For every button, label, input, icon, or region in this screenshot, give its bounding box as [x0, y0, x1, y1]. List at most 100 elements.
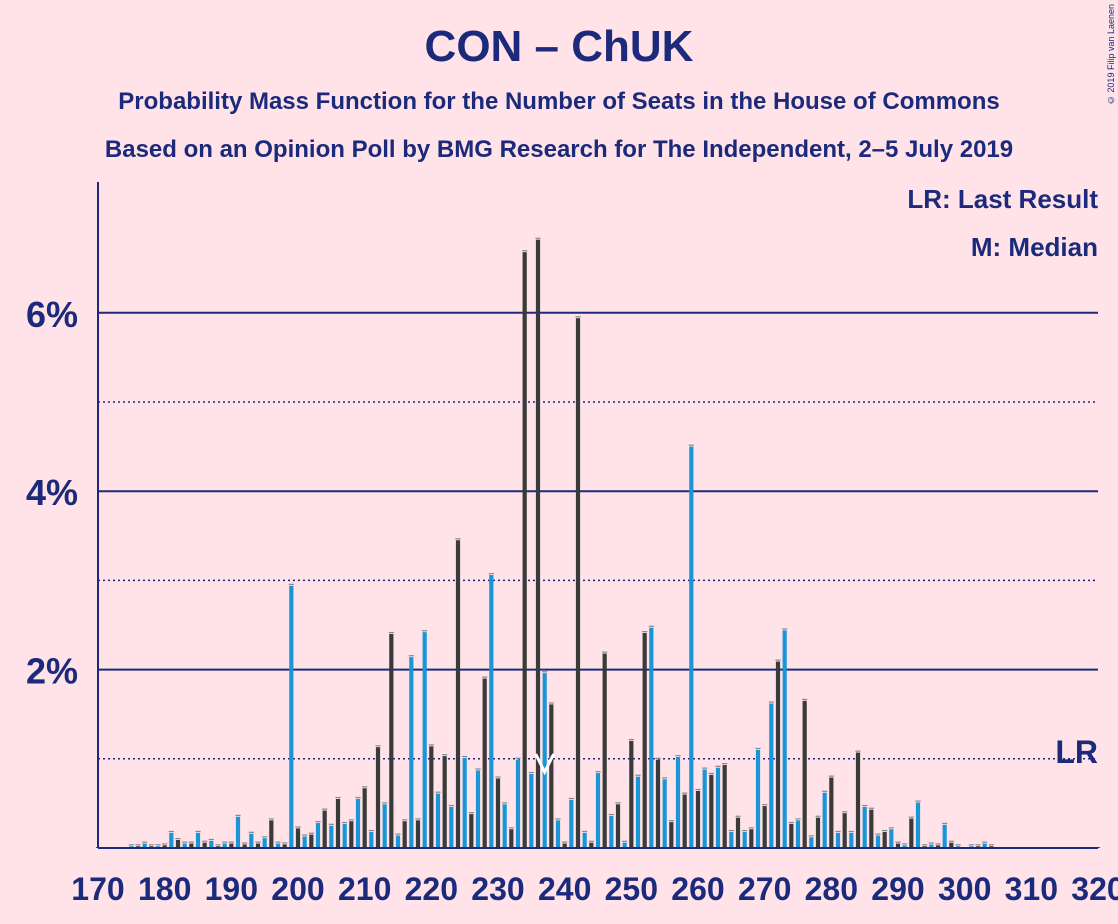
legend-last-result: LR: Last Result	[907, 184, 1098, 214]
last-result-label: LR	[1055, 734, 1098, 770]
bar	[162, 845, 167, 848]
bar-top	[202, 840, 208, 842]
bar	[895, 843, 901, 848]
bar	[849, 832, 854, 848]
bar-top	[455, 538, 461, 540]
bar-top	[715, 765, 721, 767]
bar-top	[568, 797, 574, 800]
bar-top	[282, 842, 288, 844]
bar	[809, 837, 814, 848]
bar	[729, 831, 734, 848]
bar-top	[848, 830, 854, 833]
bar	[789, 823, 794, 848]
bar	[942, 824, 947, 848]
bar	[649, 627, 654, 848]
bar-top	[522, 250, 528, 252]
bar-top	[755, 747, 761, 750]
bar-top	[288, 583, 294, 585]
bar	[362, 788, 367, 848]
bar	[295, 828, 301, 848]
bar	[642, 633, 647, 848]
bar-top	[655, 757, 661, 759]
bar	[309, 834, 314, 848]
bar	[289, 585, 294, 848]
bar-top	[742, 829, 748, 832]
bar-top	[395, 833, 401, 835]
bar	[835, 832, 841, 848]
median-marker	[534, 753, 556, 776]
bar-top	[635, 774, 641, 776]
x-tick-label: 240	[538, 871, 591, 907]
bar	[169, 832, 174, 848]
x-tick-label: 210	[338, 871, 391, 907]
bar-top	[982, 841, 988, 843]
bar-top	[615, 802, 621, 804]
chart-subtitle: Probability Mass Function for the Number…	[118, 88, 1000, 115]
bar	[769, 703, 774, 848]
x-tick-label: 290	[871, 871, 924, 907]
bar-top	[255, 841, 261, 843]
bar	[389, 633, 394, 848]
bar	[202, 842, 207, 848]
bar	[889, 829, 894, 848]
bar-top	[502, 802, 508, 804]
bar	[629, 740, 634, 848]
bar	[742, 831, 747, 848]
bar	[915, 802, 921, 848]
bar	[782, 630, 787, 848]
bar	[349, 821, 354, 848]
bar-top	[582, 830, 588, 833]
bar-top	[342, 821, 348, 824]
bar	[875, 835, 881, 848]
bar	[422, 632, 427, 848]
bar	[322, 810, 327, 848]
bar-top	[882, 829, 888, 832]
bar	[562, 843, 567, 848]
bar-top	[922, 844, 928, 846]
bar	[142, 843, 147, 848]
bar	[462, 757, 467, 848]
bar	[369, 831, 374, 848]
bar-top	[902, 843, 908, 845]
bar	[522, 252, 527, 849]
bar	[449, 806, 454, 848]
y-tick-label: 6%	[26, 294, 78, 335]
bar	[982, 843, 987, 848]
bar-top	[275, 841, 281, 843]
bar	[435, 793, 441, 848]
bar-top	[135, 844, 141, 846]
bar-top	[408, 655, 414, 657]
bar-top	[515, 757, 521, 759]
bar-top	[382, 802, 388, 804]
bar-top	[168, 830, 174, 833]
bar-top	[608, 813, 614, 816]
x-tick-label: 200	[271, 871, 324, 907]
bar-top	[362, 786, 368, 788]
bar-top	[215, 844, 221, 846]
bar	[662, 779, 667, 848]
bar-top	[702, 767, 708, 769]
bar-top	[208, 838, 214, 841]
bars	[95, 237, 1101, 849]
bar	[175, 839, 181, 848]
bar-top	[948, 840, 954, 842]
legend-median: M: Median	[970, 232, 1098, 262]
bar-top	[695, 788, 701, 791]
bar	[869, 809, 874, 848]
bar-top	[468, 812, 474, 814]
bar-top	[402, 819, 408, 821]
bar-top	[895, 841, 901, 843]
bar	[255, 843, 261, 848]
bar	[469, 814, 474, 848]
bar-top	[422, 630, 428, 632]
bar-top	[975, 844, 981, 846]
bar	[209, 840, 214, 848]
bar-top	[988, 844, 994, 846]
bar-top	[788, 821, 794, 824]
bar	[429, 746, 434, 848]
bar	[635, 776, 641, 848]
bar-top	[942, 822, 948, 825]
bar-top	[875, 833, 881, 835]
bar	[755, 749, 761, 848]
bar-top	[935, 843, 941, 845]
